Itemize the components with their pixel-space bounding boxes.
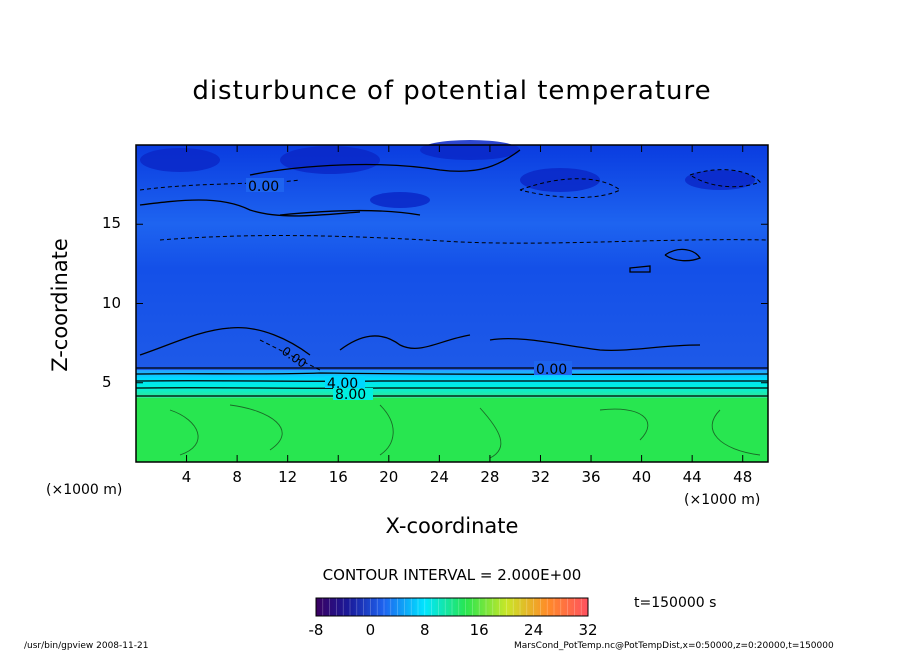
y-tick-label: 5 bbox=[102, 372, 112, 391]
upper-field bbox=[136, 145, 768, 370]
y-tick-label: 15 bbox=[102, 214, 122, 233]
plot-area bbox=[135, 140, 769, 463]
contour-label-1: 0.00 bbox=[536, 362, 567, 378]
colorbar-tick-label: 8 bbox=[420, 621, 430, 639]
x-tick-label: 48 bbox=[733, 468, 753, 486]
contour-label-4: 8.00 bbox=[335, 387, 366, 403]
x-tick-label: 44 bbox=[682, 468, 702, 486]
y-axis-label: Z-coordinate bbox=[48, 238, 72, 372]
x-tick-label: 4 bbox=[181, 468, 192, 486]
x-tick-label: 16 bbox=[328, 468, 348, 486]
y-ticks bbox=[136, 223, 768, 384]
x-tick-label: 8 bbox=[232, 468, 242, 486]
colorbar-tick-label: 0 bbox=[365, 621, 376, 639]
colorbar-tick-label: 16 bbox=[469, 621, 489, 639]
x-unit-left: (×1000 m) bbox=[46, 482, 123, 498]
footer-left: /usr/bin/gpview 2008-11-21 bbox=[24, 641, 149, 651]
y-tick-label: 10 bbox=[102, 293, 122, 312]
green-zone-contours bbox=[169, 404, 761, 459]
x-tick-label: 32 bbox=[530, 468, 551, 486]
colorbar bbox=[315, 597, 589, 617]
x-unit-right: (×1000 m) bbox=[684, 492, 761, 508]
lower-field bbox=[136, 398, 768, 462]
colorbar-tick-label: -8 bbox=[308, 621, 324, 639]
x-tick-label: 36 bbox=[581, 468, 601, 486]
chart-title: disturbunce of potential temperature bbox=[192, 76, 712, 106]
x-axis-label: X-coordinate bbox=[385, 514, 519, 538]
colorbar-tick-label: 32 bbox=[578, 621, 598, 639]
x-ticks bbox=[186, 145, 744, 462]
dashed-contours bbox=[139, 169, 769, 371]
x-tick-label: 28 bbox=[480, 468, 500, 486]
x-tick-label: 12 bbox=[278, 468, 298, 486]
x-tick-label: 40 bbox=[632, 468, 652, 486]
contour-lines bbox=[135, 149, 769, 397]
contour-interval: CONTOUR INTERVAL = 2.000E+00 bbox=[322, 566, 582, 584]
footer-right: MarsCond_PotTemp.nc@PotTempDist,x=0:5000… bbox=[514, 641, 834, 651]
x-tick-label: 20 bbox=[379, 468, 399, 486]
time-label: t=150000 s bbox=[634, 595, 717, 611]
x-tick-label: 24 bbox=[429, 468, 449, 486]
colorbar-tick-label: 24 bbox=[524, 621, 544, 639]
contour-label-0: 0.00 bbox=[248, 179, 279, 195]
